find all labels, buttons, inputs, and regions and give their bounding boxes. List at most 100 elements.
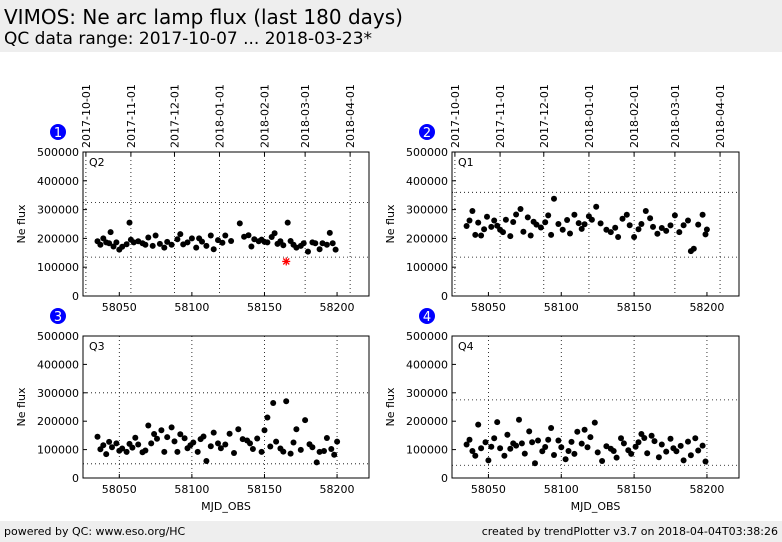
x-tick-label: 58150 (617, 301, 652, 314)
y-axis-label: Ne flux (384, 204, 397, 243)
axes-frame (82, 151, 370, 297)
data-point (152, 232, 159, 239)
data-point (702, 458, 709, 465)
data-point (119, 445, 126, 452)
data-point (699, 211, 706, 218)
y-axis-label: Ne flux (15, 204, 28, 243)
data-point (635, 439, 642, 446)
data-point (323, 435, 330, 441)
data-point (648, 432, 655, 439)
data-point (642, 208, 649, 214)
data-point (615, 234, 622, 240)
data-point (703, 226, 710, 233)
panel-number: 4 (423, 310, 431, 325)
data-point (545, 436, 552, 443)
data-point (249, 446, 256, 452)
data-point (548, 231, 555, 238)
data-point (106, 438, 113, 445)
data-point (527, 232, 534, 239)
data-point (168, 241, 175, 248)
data-point (638, 221, 645, 227)
data-point (521, 450, 528, 457)
data-point (575, 220, 582, 227)
data-point (302, 417, 309, 424)
date-tick-label: 2018-03-01 (299, 84, 312, 148)
date-tick-label: 2017-10-01 (80, 84, 93, 148)
data-point (222, 441, 229, 448)
data-point (542, 219, 549, 226)
data-point (190, 439, 197, 446)
outlier-stroke (282, 257, 290, 265)
data-point (564, 217, 571, 223)
data-point (548, 425, 555, 431)
data-point (207, 232, 214, 239)
data-point (631, 234, 638, 240)
data-point (466, 217, 473, 224)
data-point (542, 444, 549, 450)
data-point (526, 428, 533, 435)
y-tick-label: 400000 (37, 358, 79, 371)
footer-bar: powered by QC: www.eso.org/HC created by… (0, 521, 782, 542)
panel-number: 1 (54, 126, 62, 141)
data-point (145, 234, 152, 241)
page-title: VIMOS: Ne arc lamp flux (last 180 days) (4, 5, 403, 29)
date-tick-label: 2018-01-01 (583, 84, 596, 148)
data-point (478, 445, 485, 452)
data-point (168, 424, 175, 431)
panel-number-badge (419, 124, 435, 140)
data-point (270, 400, 277, 406)
data-point (210, 246, 217, 253)
date-tick-label: 2018-02-01 (258, 84, 271, 148)
data-point (581, 221, 588, 228)
data-point (305, 248, 311, 255)
data-point (273, 438, 280, 445)
data-point (287, 450, 294, 457)
data-point (210, 429, 217, 436)
quadrant-label: Q2 (89, 156, 105, 169)
data-point (613, 454, 620, 461)
data-point (283, 398, 290, 405)
data-point (680, 222, 687, 229)
data-point (603, 226, 610, 233)
x-axis-label: MJD_OBS (201, 500, 251, 513)
date-tick-label: 2017-12-01 (168, 84, 181, 148)
data-point (588, 216, 595, 223)
data-point (334, 438, 341, 445)
footer-credit[interactable]: powered by QC: www.eso.org/HC (4, 525, 186, 538)
x-tick-label: 58100 (544, 301, 579, 314)
data-point (235, 426, 242, 433)
data-point (231, 450, 237, 456)
data-point (594, 449, 601, 456)
data-point (680, 457, 687, 464)
data-point (472, 231, 479, 238)
data-point (699, 442, 706, 449)
chart-panel-2: 0 100000 200000 300000 400000 500000 58050 5810… (384, 84, 740, 314)
data-point (323, 241, 330, 248)
data-point (171, 438, 178, 445)
x-tick-label: 58100 (174, 301, 209, 314)
chart-panel-4: 0 100000 200000 300000 400000 500000 58050 5810… (384, 308, 740, 513)
y-tick-label: 200000 (37, 415, 79, 428)
data-point (568, 438, 575, 445)
y-tick-label: 0 (72, 472, 79, 485)
data-point (641, 435, 648, 441)
panel-number-badge (50, 124, 66, 140)
date-tick-label: 2018-04-01 (714, 84, 727, 148)
data-point (571, 211, 578, 218)
data-point (217, 445, 224, 452)
data-point (591, 419, 598, 426)
data-point (517, 206, 524, 212)
data-point (463, 441, 470, 448)
data-point (161, 448, 168, 455)
x-tick-label: 58050 (471, 483, 506, 496)
data-point (510, 219, 517, 225)
header-bar: VIMOS: Ne arc lamp flux (last 180 days) … (0, 0, 782, 52)
data-point (297, 446, 304, 453)
data-point (618, 435, 624, 442)
y-tick-label: 100000 (37, 261, 79, 274)
data-point (650, 223, 656, 230)
data-point (164, 434, 171, 441)
data-point (484, 213, 490, 220)
data-point (328, 446, 335, 452)
date-tick-label: 2018-04-01 (344, 84, 357, 148)
